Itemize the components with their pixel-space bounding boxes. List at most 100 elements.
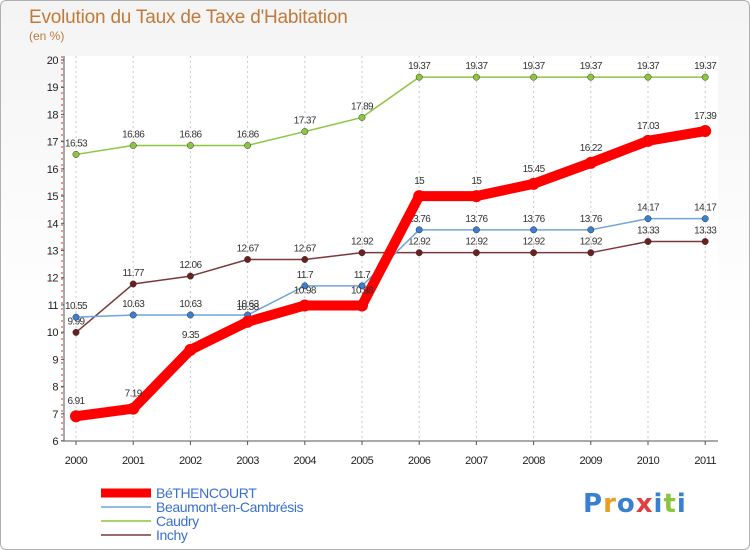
data-label-caudry: 16.53 — [65, 138, 88, 149]
x-tick-label: 2010 — [637, 455, 660, 467]
data-label-bethencourt: 15 — [471, 176, 482, 187]
y-tick-label: 15 — [47, 191, 59, 203]
data-label-beaumont-en-cambresis: 14.17 — [637, 203, 660, 214]
legend-label: Caudry — [156, 513, 199, 529]
data-point-caudry — [358, 113, 366, 121]
data-point-inchy — [72, 328, 80, 336]
data-label-inchy: 11.77 — [123, 268, 145, 279]
y-tick-label: 14 — [47, 218, 59, 230]
data-label-inchy: 12.06 — [179, 260, 202, 271]
data-label-bethencourt: 10.98 — [351, 285, 374, 296]
data-point-inchy — [587, 249, 595, 257]
data-point-caudry — [644, 73, 652, 81]
y-tick-label: 12 — [47, 273, 59, 285]
data-point-caudry — [587, 73, 595, 81]
data-label-caudry: 16.86 — [122, 129, 145, 140]
proxiti-logo: Proxiti — [583, 489, 687, 519]
data-label-beaumont-en-cambresis: 10.55 — [65, 301, 88, 312]
data-label-bethencourt: 16.22 — [580, 143, 603, 154]
data-point-inchy — [129, 280, 137, 288]
data-point-caudry — [415, 73, 423, 81]
data-point-inchy — [472, 249, 480, 257]
data-label-caudry: 19.37 — [694, 61, 717, 72]
legend-label: BéTHENCOURT — [156, 485, 257, 501]
data-label-inchy: 12.92 — [408, 237, 431, 248]
data-label-beaumont-en-cambresis: 13.76 — [523, 214, 546, 225]
data-label-inchy: 12.67 — [237, 243, 260, 254]
data-point-inchy — [415, 249, 423, 257]
data-label-bethencourt: 15.45 — [523, 164, 546, 175]
y-tick-label: 18 — [47, 109, 59, 121]
data-point-beaumont-en-cambresis — [129, 311, 137, 319]
x-tick-label: 2005 — [351, 455, 374, 467]
data-label-caudry: 19.37 — [523, 61, 546, 72]
data-label-caudry: 16.86 — [237, 129, 260, 140]
y-tick-label: 16 — [47, 164, 59, 176]
data-point-bethencourt — [584, 156, 597, 169]
data-label-beaumont-en-cambresis: 13.76 — [580, 214, 603, 225]
logo-letter: i — [653, 489, 664, 519]
legend-label: Inchy — [156, 527, 188, 543]
y-tick-label: 13 — [47, 246, 59, 258]
data-point-caudry — [701, 73, 709, 81]
data-label-inchy: 13.33 — [694, 226, 717, 237]
data-label-inchy: 12.92 — [523, 237, 546, 248]
y-tick-label: 8 — [52, 382, 58, 394]
data-point-inchy — [301, 256, 309, 263]
x-tick-label: 2009 — [580, 455, 603, 467]
data-label-beaumont-en-cambresis: 11.7 — [297, 270, 314, 281]
x-tick-label: 2006 — [408, 455, 431, 467]
data-label-caudry: 16.86 — [179, 129, 202, 140]
y-tick-label: 20 — [47, 55, 59, 67]
data-label-caudry: 19.37 — [580, 61, 603, 72]
data-point-inchy — [358, 249, 366, 257]
logo-letter: x — [635, 489, 654, 519]
data-label-bethencourt: 10.98 — [294, 285, 317, 296]
data-point-bethencourt — [642, 134, 654, 147]
logo-letter: P — [583, 489, 604, 519]
data-point-bethencourt — [184, 343, 197, 356]
data-point-caudry — [72, 150, 80, 158]
data-label-inchy: 12.92 — [465, 237, 488, 248]
data-label-bethencourt: 17.39 — [694, 111, 717, 122]
data-label-inchy: 12.67 — [294, 243, 317, 254]
data-label-caudry: 19.37 — [637, 61, 660, 72]
data-label-bethencourt: 10.38 — [237, 302, 260, 313]
x-tick-label: 2008 — [522, 455, 545, 467]
y-tick-label: 6 — [52, 436, 58, 448]
data-point-bethencourt — [470, 190, 483, 203]
data-point-beaumont-en-cambresis — [644, 215, 652, 223]
data-point-beaumont-en-cambresis — [301, 282, 309, 290]
logo-letter: i — [676, 489, 687, 519]
data-label-beaumont-en-cambresis: 13.76 — [465, 214, 488, 225]
data-point-inchy — [186, 272, 194, 280]
data-label-bethencourt: 17.03 — [637, 121, 660, 132]
data-label-bethencourt: 7.19 — [125, 389, 143, 400]
y-tick-label: 10 — [47, 327, 59, 339]
data-point-bethencourt — [298, 299, 311, 312]
data-label-inchy: 13.33 — [637, 226, 660, 237]
data-point-bethencourt — [70, 410, 82, 423]
data-label-beaumont-en-cambresis: 14.17 — [694, 203, 717, 214]
data-point-beaumont-en-cambresis — [72, 313, 80, 321]
x-tick-label: 2002 — [179, 455, 202, 467]
series-line-caudry — [75, 76, 706, 156]
data-label-beaumont-en-cambresis: 10.63 — [237, 299, 260, 310]
data-label-caudry: 19.37 — [408, 61, 431, 72]
x-tick-label: 2004 — [294, 455, 317, 467]
data-point-inchy — [244, 256, 252, 263]
x-tick-label: 2007 — [465, 455, 488, 467]
data-point-beaumont-en-cambresis — [530, 226, 538, 234]
data-point-bethencourt — [127, 402, 140, 415]
y-tick-label: 11 — [48, 300, 59, 312]
data-label-inchy: 12.92 — [351, 237, 374, 248]
data-point-inchy — [530, 249, 538, 257]
data-point-caudry — [301, 128, 309, 136]
data-label-bethencourt: 6.91 — [67, 396, 85, 407]
data-label-beaumont-en-cambresis: 10.63 — [179, 299, 202, 310]
data-point-caudry — [530, 73, 538, 81]
data-point-beaumont-en-cambresis — [415, 226, 423, 234]
data-point-inchy — [644, 238, 652, 245]
x-tick-label: 2011 — [694, 455, 716, 467]
